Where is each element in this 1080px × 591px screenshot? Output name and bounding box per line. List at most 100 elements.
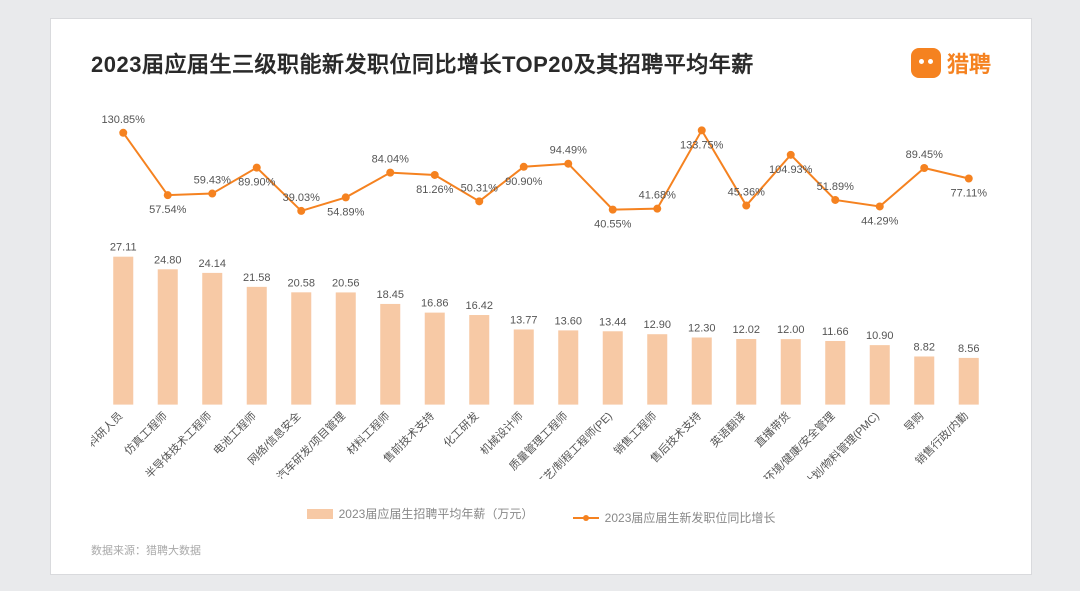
- line-value-label: 104.93%: [769, 164, 813, 176]
- line-marker: [475, 197, 483, 205]
- line-value-label: 89.90%: [238, 177, 276, 189]
- bar-value-label: 12.90: [643, 319, 671, 331]
- category-label: 机械设计师: [477, 409, 526, 458]
- line-marker: [164, 191, 172, 199]
- category-label: 直播带货: [752, 409, 793, 450]
- salary-bar: [469, 315, 489, 405]
- salary-bar: [158, 269, 178, 404]
- salary-bar: [425, 313, 445, 405]
- bar-value-label: 13.77: [510, 314, 538, 326]
- line-value-label: 59.43%: [194, 175, 232, 187]
- chart-card: 2023届应届生三级职能新发职位同比增长TOP20及其招聘平均年薪 猎聘 130…: [50, 18, 1032, 575]
- header: 2023届应届生三级职能新发职位同比增长TOP20及其招聘平均年薪 猎聘: [91, 39, 991, 87]
- bar-value-label: 13.44: [599, 316, 627, 328]
- line-value-label: 50.31%: [461, 182, 499, 194]
- salary-bar: [336, 292, 356, 404]
- line-marker: [876, 202, 884, 210]
- line-value-label: 44.29%: [861, 215, 899, 227]
- line-value-label: 130.85%: [102, 114, 146, 126]
- bar-value-label: 10.90: [866, 330, 894, 342]
- bar-value-label: 16.42: [465, 300, 493, 312]
- chart-area: 130.85% 57.54% 59.43% 89.90% 39.03% 54.89% 84.…: [91, 107, 1001, 479]
- bar-value-label: 20.58: [287, 277, 315, 289]
- salary-bar: [692, 337, 712, 404]
- salary-bar: [291, 292, 311, 404]
- bar-value-label: 11.66: [822, 326, 849, 338]
- line-marker: [787, 151, 795, 159]
- line-value-label: 39.03%: [283, 192, 321, 204]
- legend-bar: 2023届应届生招聘平均年薪（万元）: [307, 505, 534, 522]
- line-value-label: 40.55%: [594, 219, 632, 231]
- growth-line: [123, 130, 969, 211]
- line-value-label: 57.54%: [149, 204, 187, 216]
- line-marker: [965, 175, 973, 183]
- salary-bar: [603, 331, 623, 404]
- line-marker: [342, 193, 350, 201]
- line-value-label: 94.49%: [550, 145, 588, 157]
- line-value-label: 89.45%: [906, 149, 944, 161]
- salary-bar: [781, 339, 801, 404]
- line-value-label: 54.89%: [327, 206, 365, 218]
- category-label: 销售工程师: [611, 409, 660, 458]
- line-value-label: 84.04%: [372, 154, 410, 166]
- salary-bar: [736, 339, 756, 405]
- chart-title: 2023届应届生三级职能新发职位同比增长TOP20及其招聘平均年薪: [91, 47, 754, 79]
- chat-bubble-icon: [911, 48, 941, 78]
- bar-value-label: 24.14: [198, 258, 226, 270]
- bar-value-label: 13.60: [554, 315, 582, 327]
- salary-bar: [558, 330, 578, 404]
- line-marker: [831, 196, 839, 204]
- bar-value-label: 16.86: [421, 298, 449, 310]
- line-value-label: 51.89%: [817, 181, 855, 193]
- salary-bar: [202, 273, 222, 405]
- line-marker: [386, 169, 394, 177]
- line-marker: [119, 129, 127, 137]
- line-value-label: 45.36%: [728, 187, 766, 199]
- category-label: 化工研发: [440, 409, 481, 450]
- category-label: 电池工程师: [211, 410, 259, 458]
- category-label: 工艺/制程工程师(PE): [534, 410, 615, 479]
- line-marker: [253, 164, 261, 172]
- line-value-label: 41.68%: [639, 190, 677, 202]
- line-marker: [920, 164, 928, 172]
- salary-bar: [825, 341, 845, 405]
- bar-swatch-icon: [307, 509, 333, 519]
- bar-value-label: 18.45: [376, 289, 404, 301]
- bar-value-label: 8.56: [958, 343, 979, 355]
- legend-bar-label: 2023届应届生招聘平均年薪（万元）: [339, 505, 534, 522]
- legend-line-label: 2023届应届生新发职位同比增长: [605, 509, 776, 526]
- bar-value-label: 24.80: [154, 254, 182, 266]
- brand-logo-text: 猎聘: [947, 47, 991, 79]
- salary-bar: [514, 329, 534, 404]
- category-label: 仿真工程师: [121, 409, 170, 458]
- line-marker: [208, 190, 216, 198]
- line-value-label: 90.90%: [505, 176, 543, 188]
- combo-chart-svg: 130.85% 57.54% 59.43% 89.90% 39.03% 54.89% 84.…: [91, 107, 1001, 479]
- line-marker: [297, 207, 305, 215]
- bar-value-label: 12.30: [688, 322, 716, 334]
- bar-value-label: 12.02: [732, 324, 760, 336]
- salary-bar: [380, 304, 400, 405]
- line-value-label: 77.11%: [951, 188, 988, 200]
- line-value-label: 133.75%: [680, 139, 724, 151]
- category-label: 英语翻译: [707, 409, 748, 450]
- bar-value-label: 8.82: [914, 341, 935, 353]
- salary-bar: [113, 257, 133, 405]
- line-marker: [742, 202, 750, 210]
- legend: 2023届应届生招聘平均年薪（万元） 2023届应届生新发职位同比增长: [51, 505, 1031, 526]
- brand-logo: 猎聘: [911, 47, 991, 79]
- line-marker: [609, 206, 617, 214]
- bar-value-label: 20.56: [332, 277, 360, 289]
- line-marker: [698, 126, 706, 134]
- bar-value-label: 12.00: [777, 324, 805, 336]
- line-swatch-icon: [573, 517, 599, 519]
- line-marker: [564, 160, 572, 168]
- line-marker: [653, 205, 661, 213]
- legend-line: 2023届应届生新发职位同比增长: [573, 509, 776, 526]
- salary-bar: [647, 334, 667, 404]
- data-source: 数据来源：猎聘大数据: [91, 542, 201, 558]
- line-marker: [431, 171, 439, 179]
- line-value-label: 81.26%: [416, 184, 454, 196]
- category-label: 科研人员: [91, 409, 125, 450]
- line-marker: [520, 163, 528, 171]
